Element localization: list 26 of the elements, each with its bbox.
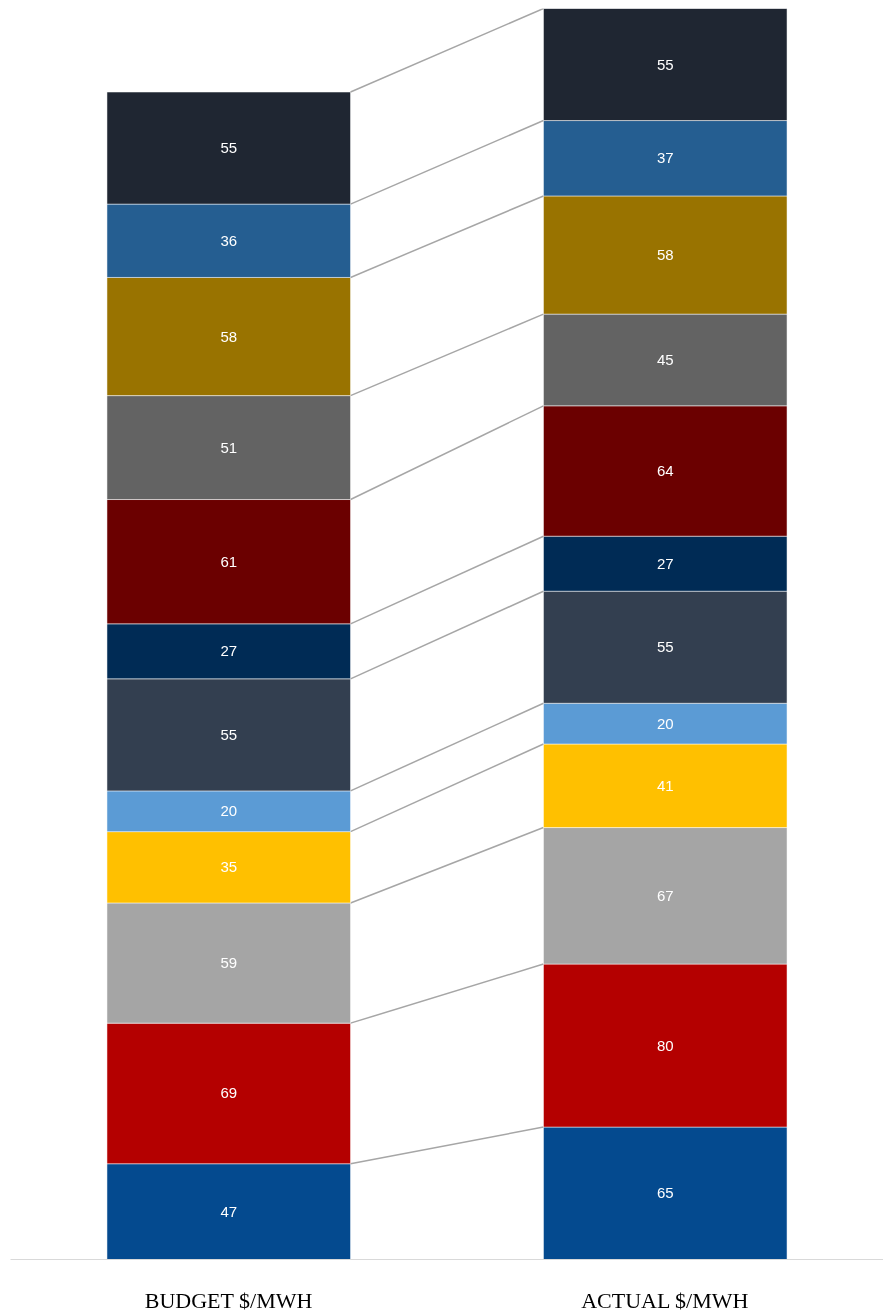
data-label: 45	[656, 350, 674, 368]
x-tick-label: ACTUAL $/MWH	[581, 1287, 749, 1313]
data-label: 20	[656, 714, 674, 732]
data-label: 58	[656, 246, 674, 264]
data-label: 51	[220, 438, 238, 456]
data-label: 55	[656, 638, 674, 656]
data-label: 65	[656, 1184, 674, 1202]
data-label: 61	[220, 552, 238, 570]
data-label: 55	[220, 725, 238, 743]
data-label: 67	[656, 886, 674, 904]
data-label: 80	[656, 1036, 674, 1054]
x-tick-label: BUDGET $/MWH	[144, 1287, 313, 1313]
data-label: 37	[656, 149, 674, 167]
data-label: 27	[656, 554, 674, 572]
data-label: 64	[656, 462, 674, 479]
data-label: 55	[220, 139, 238, 157]
data-label: 41	[656, 776, 674, 794]
data-label: 69	[220, 1084, 238, 1102]
data-label: 27	[220, 642, 238, 660]
data-label: 58	[220, 327, 238, 345]
data-label: 20	[220, 802, 238, 820]
data-label: 35	[220, 858, 238, 876]
data-label: 47	[220, 1202, 238, 1220]
data-label: 55	[656, 55, 674, 73]
data-label: 36	[220, 231, 238, 249]
data-label: 59	[220, 954, 238, 972]
